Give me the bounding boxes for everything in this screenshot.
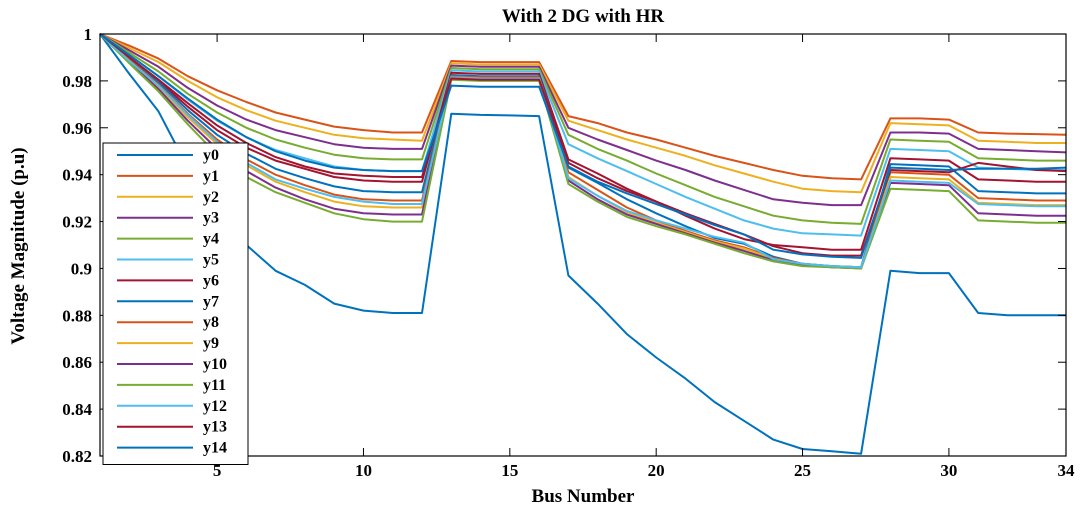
x-tick-label: 30 xyxy=(940,461,957,480)
series-line-y7 xyxy=(99,33,1066,269)
series-line-y12 xyxy=(99,33,1066,269)
x-tick-label: 15 xyxy=(501,461,518,480)
x-tick-label: 34 xyxy=(1058,461,1076,480)
series-line-y4 xyxy=(99,33,1066,225)
legend-label-y7: y7 xyxy=(203,293,219,310)
series-line-y1 xyxy=(99,33,1067,181)
series-line-y10 xyxy=(99,33,1066,270)
legend-label-y12: y12 xyxy=(203,398,227,415)
legend-label-y3: y3 xyxy=(203,210,219,227)
x-tick-label: 25 xyxy=(794,461,811,480)
legend-label-y8: y8 xyxy=(203,314,219,331)
legend-label-y14: y14 xyxy=(203,440,227,457)
y-tick-label: 0.94 xyxy=(62,166,92,185)
series-line-y0 xyxy=(99,33,1066,455)
x-tick-label: 20 xyxy=(648,461,665,480)
x-tick-label: 5 xyxy=(213,461,222,480)
series-line-y6 xyxy=(99,33,1066,251)
x-axis-ticks: 5 10 15 20 25 30 34 xyxy=(213,34,1075,480)
y-tick-label: 0.82 xyxy=(62,447,92,466)
legend-label-y13: y13 xyxy=(203,419,227,436)
y-axis-title: Voltage Magnitude (p.u) xyxy=(8,147,29,344)
series-line-y8 xyxy=(99,33,1066,269)
y-tick-label: 0.84 xyxy=(62,400,92,419)
legend-label-y1: y1 xyxy=(203,168,219,185)
series-line-y13 xyxy=(99,33,1067,257)
y-tick-label: 0.96 xyxy=(62,119,92,138)
legend-label-y2: y2 xyxy=(203,189,219,206)
series-line-y14 xyxy=(99,33,1067,259)
y-axis-ticks: 0.82 0.84 0.86 0.88 0.9 0.92 0.94 0.96 0.98 1 xyxy=(62,25,1066,466)
plot-frame xyxy=(99,33,1067,457)
legend-label-y9: y9 xyxy=(203,335,219,352)
series-line-y2 xyxy=(99,33,1066,194)
y-tick-label: 0.98 xyxy=(62,72,92,91)
y-tick-label: 0.88 xyxy=(62,306,92,325)
legend-label-y6: y6 xyxy=(203,272,219,289)
legend-box xyxy=(102,142,249,465)
legend: y0 y1 y2 y3 y4 y5 y6 y7 y8 y9 y10 y11 y12 y13 y14 xyxy=(102,142,249,465)
chart-title: With 2 DG with HR xyxy=(502,6,665,27)
y-tick-label: 0.86 xyxy=(62,353,92,372)
legend-label-y11: y11 xyxy=(203,377,226,394)
x-axis-title: Bus Number xyxy=(532,486,635,507)
x-tick-label: 10 xyxy=(355,461,372,480)
series-line-y3 xyxy=(99,33,1067,207)
legend-label-y10: y10 xyxy=(203,356,227,373)
y-tick-label: 0.9 xyxy=(71,259,92,278)
y-tick-label: 0.92 xyxy=(62,213,92,232)
series-lines xyxy=(99,33,1067,455)
series-line-y11 xyxy=(99,33,1066,270)
y-tick-label: 1 xyxy=(84,25,93,44)
legend-label-y5: y5 xyxy=(203,252,219,269)
legend-label-y0: y0 xyxy=(203,147,219,164)
legend-label-y4: y4 xyxy=(203,231,219,248)
